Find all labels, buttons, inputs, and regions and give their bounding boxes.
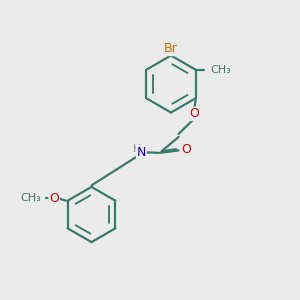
Text: O: O bbox=[182, 143, 191, 156]
Text: CH₃: CH₃ bbox=[21, 193, 41, 203]
Text: O: O bbox=[49, 192, 59, 205]
Text: H: H bbox=[133, 144, 141, 154]
Text: CH₃: CH₃ bbox=[211, 65, 231, 75]
Text: Br: Br bbox=[164, 42, 178, 56]
Text: N: N bbox=[137, 146, 146, 159]
Text: O: O bbox=[189, 107, 199, 120]
